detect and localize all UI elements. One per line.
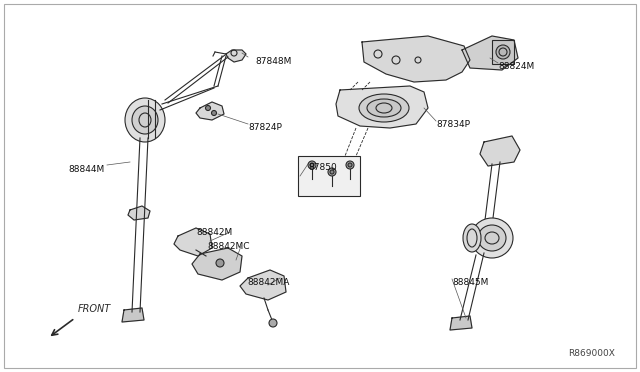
Circle shape <box>330 170 334 174</box>
Text: 87824P: 87824P <box>248 123 282 132</box>
Text: 88842MA: 88842MA <box>247 278 289 287</box>
Circle shape <box>310 163 314 167</box>
Circle shape <box>496 45 510 59</box>
Polygon shape <box>122 308 144 322</box>
Text: 88824M: 88824M <box>498 62 534 71</box>
Text: R869000X: R869000X <box>568 349 615 358</box>
Text: 87834P: 87834P <box>436 120 470 129</box>
Polygon shape <box>450 316 472 330</box>
Circle shape <box>346 161 354 169</box>
Text: 88845M: 88845M <box>452 278 488 287</box>
Circle shape <box>269 319 277 327</box>
Circle shape <box>308 161 316 169</box>
Bar <box>298 156 360 196</box>
Polygon shape <box>462 36 518 70</box>
Ellipse shape <box>125 98 165 142</box>
Text: 88844M: 88844M <box>68 165 104 174</box>
Ellipse shape <box>367 99 401 117</box>
Circle shape <box>205 106 211 110</box>
Polygon shape <box>196 102 224 120</box>
Polygon shape <box>240 270 286 300</box>
Polygon shape <box>174 228 212 256</box>
Polygon shape <box>336 86 428 128</box>
Ellipse shape <box>132 106 158 134</box>
Circle shape <box>348 163 352 167</box>
Polygon shape <box>480 136 520 166</box>
Polygon shape <box>128 206 150 220</box>
Text: 88842MC: 88842MC <box>207 242 250 251</box>
Ellipse shape <box>471 218 513 258</box>
Circle shape <box>328 168 336 176</box>
Circle shape <box>211 110 216 115</box>
Ellipse shape <box>478 225 506 251</box>
Text: 87848M: 87848M <box>255 57 291 66</box>
Circle shape <box>216 259 224 267</box>
Polygon shape <box>192 248 242 280</box>
Polygon shape <box>362 36 470 82</box>
Text: 88842M: 88842M <box>196 228 232 237</box>
Text: 87850: 87850 <box>308 163 337 172</box>
Ellipse shape <box>463 224 481 252</box>
Polygon shape <box>226 50 246 62</box>
Text: FRONT: FRONT <box>78 304 111 314</box>
Bar <box>492 40 514 64</box>
Ellipse shape <box>359 94 409 122</box>
